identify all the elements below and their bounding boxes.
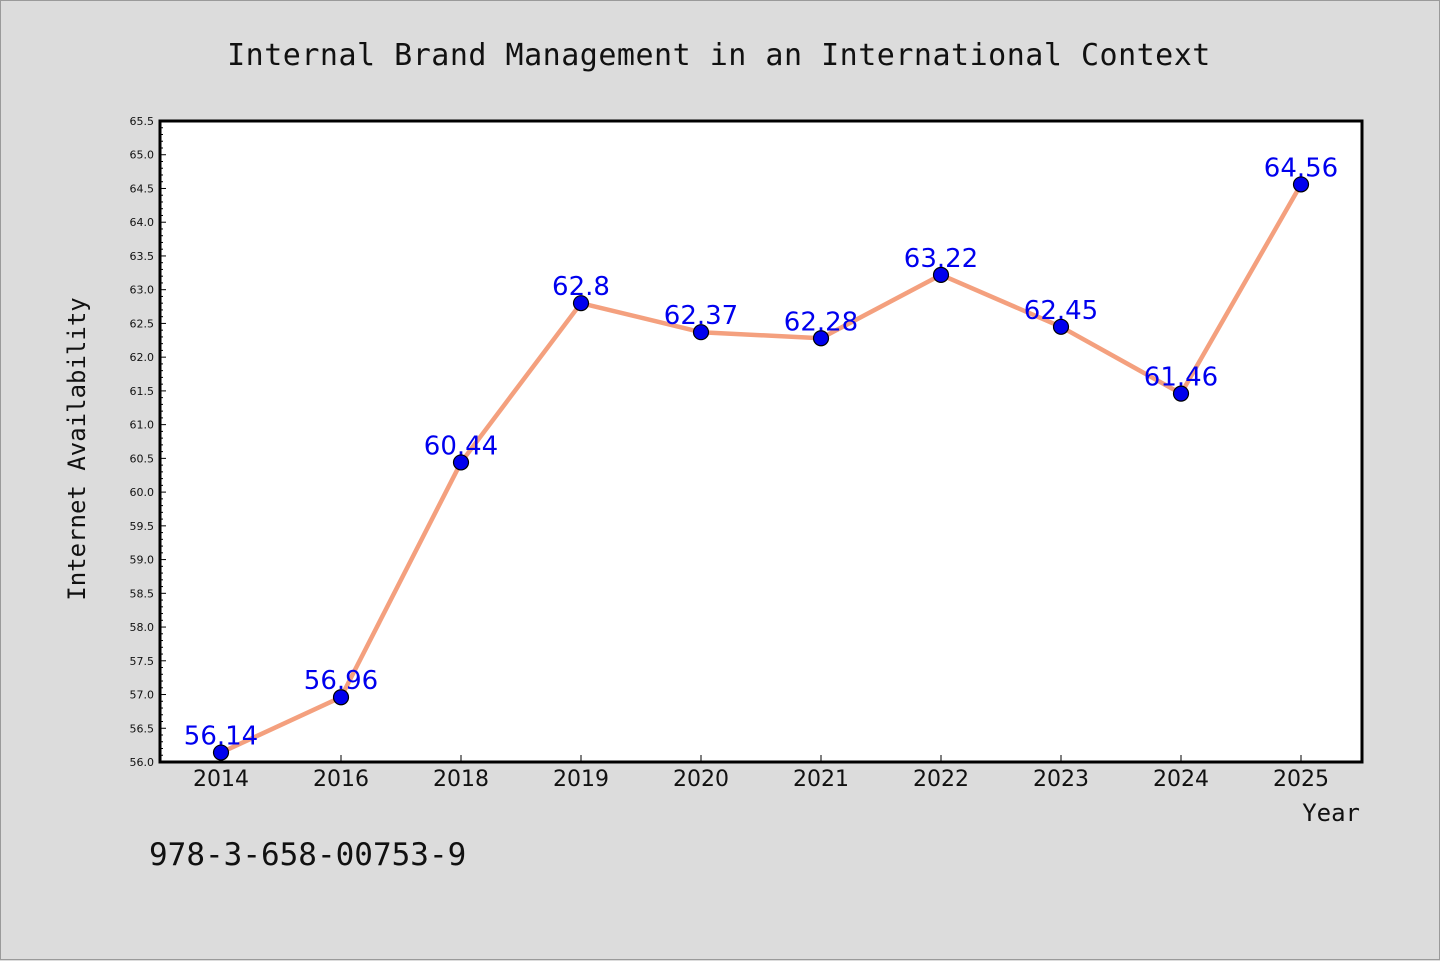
isbn-footnote: 978-3-658-00753-9 (149, 837, 466, 873)
y-tick-label: 58.5 (130, 587, 155, 600)
y-tick-label: 61.5 (130, 385, 155, 398)
y-tick-label: 65.5 (130, 115, 155, 128)
x-tick-label: 2016 (313, 767, 369, 792)
data-label: 62.28 (784, 307, 858, 337)
x-tick-label: 2019 (553, 767, 609, 792)
data-point (1172, 385, 1190, 402)
data-point (932, 266, 950, 283)
y-tick-label: 59.0 (130, 554, 155, 567)
series-line (218, 182, 1304, 755)
y-axis-label: Internet Availability (63, 297, 91, 600)
x-tick-label: 2014 (193, 767, 249, 792)
y-tick-label: 60.0 (130, 486, 155, 499)
y-tick-label: 63.0 (130, 284, 155, 297)
y-tick-label: 57.0 (130, 689, 155, 702)
y-tick-label: 61.0 (130, 419, 155, 432)
data-point (572, 295, 590, 312)
x-axis-tick-labels: 2014 2016 2018 2019 2020 2021 2022 2023 2024 2025 (193, 767, 1329, 792)
y-tick-label: 64.0 (130, 216, 155, 229)
data-label: 62.37 (664, 301, 738, 331)
x-tick-label: 2024 (1153, 767, 1209, 792)
data-point (1292, 176, 1310, 193)
x-tick-label: 2023 (1033, 767, 1089, 792)
data-label: 63.22 (904, 244, 978, 274)
series-markers (212, 176, 1310, 761)
data-point (212, 744, 230, 761)
data-point (332, 689, 350, 706)
y-tick-label: 65.0 (130, 149, 155, 162)
data-point (1052, 318, 1070, 335)
chart-title: Internal Brand Management in an Internat… (227, 38, 1211, 73)
x-tick-label: 2022 (913, 767, 969, 792)
x-tick-label: 2021 (793, 767, 849, 792)
y-tick-label: 60.5 (130, 452, 155, 465)
data-point (452, 454, 470, 471)
data-label: 64.56 (1264, 153, 1338, 183)
data-point (692, 324, 710, 341)
data-labels: 56.14 56.96 60.44 62.8 62.37 62.28 63.22 62.45 6… (184, 153, 1338, 751)
y-axis-tick-labels: 56.0 56.5 57.0 57.5 58.0 58.5 59.0 59.5 60.0 60.5… (130, 115, 155, 769)
y-tick-label: 64.5 (130, 182, 155, 195)
y-tick-label: 58.0 (130, 621, 155, 634)
y-tick-label: 63.5 (130, 250, 155, 263)
data-label: 56.14 (184, 722, 258, 752)
y-tick-label: 56.5 (130, 722, 155, 735)
x-tick-label: 2018 (433, 767, 489, 792)
plot-border (158, 119, 1364, 764)
y-tick-label: 57.5 (130, 655, 155, 668)
y-tick-label: 56.0 (130, 756, 155, 769)
data-point (812, 330, 830, 347)
data-label: 61.46 (1144, 363, 1218, 393)
y-tick-label: 62.5 (130, 317, 155, 330)
data-label: 62.8 (552, 272, 610, 302)
y-tick-label: 62.0 (130, 351, 155, 364)
y-tick-label: 59.5 (130, 520, 155, 533)
x-axis-label: Year (1302, 799, 1360, 827)
x-tick-label: 2025 (1273, 767, 1329, 792)
x-tick-label: 2020 (673, 767, 729, 792)
data-label: 62.45 (1024, 296, 1098, 326)
data-label: 60.44 (424, 431, 498, 461)
data-label: 56.96 (304, 666, 378, 696)
